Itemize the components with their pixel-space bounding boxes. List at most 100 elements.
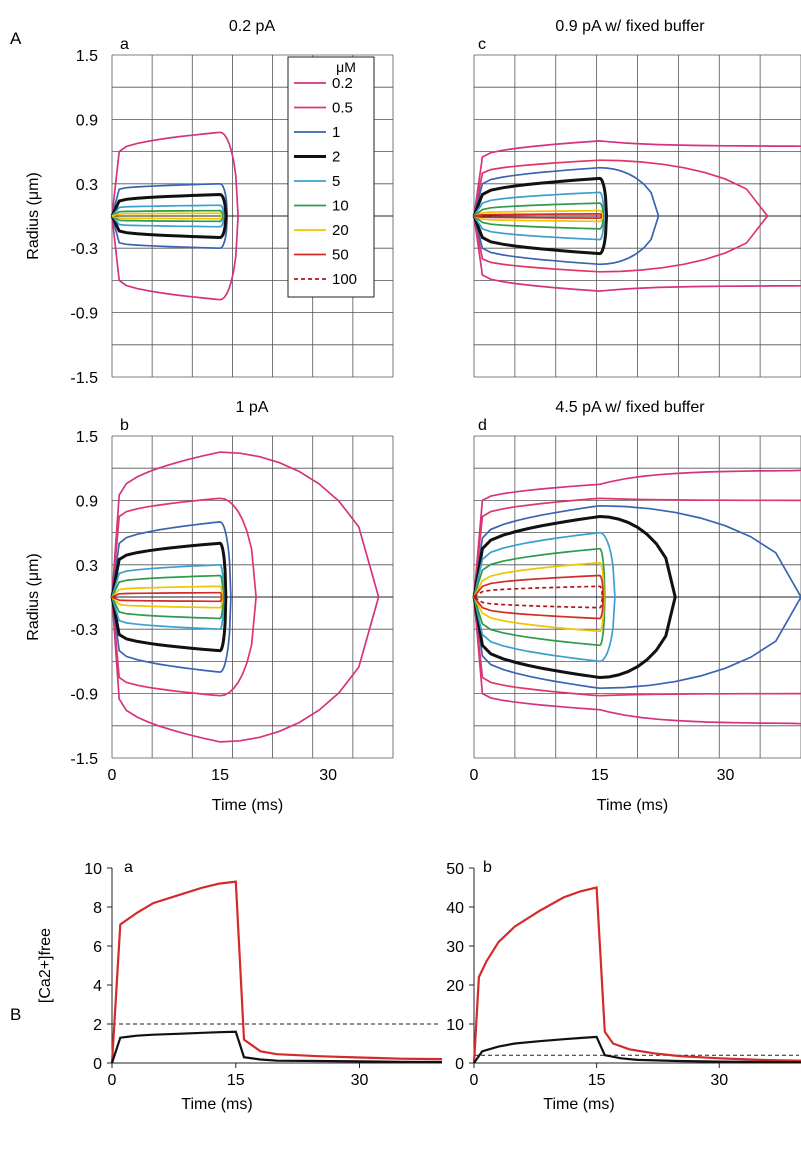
- y-tick-label: -0.9: [70, 306, 98, 323]
- panel-letter: d: [478, 417, 487, 434]
- y-tick-label: 50: [446, 861, 464, 878]
- y-tick-label: -0.3: [70, 622, 98, 639]
- contour-0_5uM: [473, 596, 801, 697]
- chart-panel-c: 0.9 pA w/ fixed buffer c: [472, 18, 801, 378]
- legend-label: 5: [332, 173, 340, 190]
- panel-title: 1 pA: [236, 399, 269, 416]
- y-tick-label: 0.9: [76, 493, 98, 510]
- x-tick-label: 0: [108, 1072, 117, 1089]
- y-tick-label: -0.9: [70, 687, 98, 704]
- x-tick-label: 0: [108, 767, 117, 784]
- x-tick-label: 0: [470, 767, 479, 784]
- contour-2uM: [110, 192, 228, 240]
- contour-0_2uM: [473, 140, 801, 217]
- contour-0_5uM: [473, 497, 801, 598]
- y-tick-label: 30: [446, 939, 464, 956]
- y-tick-label: -0.3: [70, 241, 98, 258]
- contour-1uM: [473, 504, 801, 690]
- y-tick-label: -1.5: [70, 751, 98, 768]
- contour-0_2uM: [473, 596, 801, 725]
- y-tick-label: 0.9: [76, 112, 98, 129]
- contour-50uM: [111, 591, 223, 603]
- contour-1uM: [111, 521, 232, 673]
- x-tick-label: 0: [470, 1072, 479, 1089]
- panel-A-label: A: [10, 29, 22, 48]
- contour-0_2uM: [111, 451, 380, 743]
- legend-label: 20: [332, 222, 349, 239]
- y-tick-label: 10: [84, 861, 102, 878]
- x-tick-label: 30: [351, 1072, 369, 1089]
- panel-letter: b: [483, 859, 492, 876]
- contour-50uM: [473, 213, 603, 219]
- x-tick-label: 30: [319, 767, 337, 784]
- panel-title: 0.9 pA w/ fixed buffer: [555, 18, 705, 35]
- contour-0_5uM: [473, 159, 769, 273]
- series-line-1: [110, 1030, 443, 1064]
- y-axis-label: [Ca2+]free: [37, 928, 54, 1003]
- legend-box: [287, 56, 375, 298]
- series-line-0: [110, 880, 443, 1064]
- x-tick-label: 30: [717, 767, 735, 784]
- y-tick-label: 0: [455, 1056, 464, 1073]
- x-tick-label: 15: [591, 767, 609, 784]
- legend-label: 0.5: [332, 100, 353, 117]
- x-tick-label: 15: [211, 767, 229, 784]
- contour-5uM: [473, 191, 605, 241]
- contour-2uM: [472, 176, 609, 256]
- series-line-0: [472, 886, 801, 1064]
- y-tick-label: 1.5: [76, 48, 98, 65]
- contour-5uM: [473, 531, 616, 663]
- x-axis-label: Time (ms): [597, 797, 668, 814]
- y-tick-label: 8: [93, 900, 102, 917]
- contour-2uM: [110, 541, 228, 653]
- panel-B-label: B: [10, 1005, 21, 1024]
- contour-20uM: [473, 209, 604, 223]
- series-line-1: [473, 1035, 801, 1064]
- panel-title: 4.5 pA w/ fixed buffer: [555, 399, 705, 416]
- chart-panel-B-b: b 0 10 20 30 40 50 0 15 30 Time (ms): [446, 859, 801, 1113]
- contour-1uM: [473, 166, 660, 266]
- contour-20uM: [473, 561, 605, 633]
- legend: μM0.2 0.5 1 2 5 10 20 50 100: [287, 56, 375, 298]
- x-tick-label: 15: [227, 1072, 245, 1089]
- chart-panel-b: 1 pA b 1.5 0.9 0.3 -0.3 -0.9 -1.5 Radius (μm) 0 15…: [25, 399, 394, 814]
- y-tick-label: -1.5: [70, 370, 98, 387]
- contour-0_2uM: [111, 131, 239, 301]
- x-axis-label: Time (ms): [181, 1096, 252, 1113]
- panel-letter: a: [120, 36, 129, 53]
- x-tick-label: 30: [710, 1072, 728, 1089]
- x-axis-label: Time (ms): [543, 1096, 614, 1113]
- legend-label: 100: [332, 271, 357, 288]
- contour-100uM: [473, 585, 604, 609]
- y-tick-label: 0.3: [76, 177, 98, 194]
- y-tick-label: 6: [93, 939, 102, 956]
- contour-0_2uM: [473, 469, 801, 598]
- y-tick-label: 4: [93, 978, 102, 995]
- legend-label: 50: [332, 247, 349, 264]
- panel-letter: c: [478, 36, 486, 53]
- y-tick-label: 40: [446, 900, 464, 917]
- contour-20uM: [111, 212, 223, 220]
- y-tick-label: 2: [93, 1017, 102, 1034]
- chart-panel-d: 4.5 pA w/ fixed buffer d 0 15 30 Time (ms): [470, 399, 801, 814]
- legend-label: 2: [332, 149, 340, 166]
- legend-label: 10: [332, 198, 349, 215]
- y-tick-label: 10: [446, 1017, 464, 1034]
- y-tick-label: 20: [446, 978, 464, 995]
- chart-panel-B-a: a 0 2 4 6 8 10 0 15 30 Time (ms) [Ca2+]free: [37, 859, 443, 1113]
- legend-unit: μM: [336, 59, 356, 75]
- y-axis-label: Radius (μm): [25, 553, 42, 640]
- y-tick-label: 0.3: [76, 558, 98, 575]
- legend-label: 1: [332, 124, 340, 141]
- contour-2uM: [472, 514, 677, 680]
- contour-0_2uM: [473, 215, 801, 292]
- y-axis-label: Radius (μm): [25, 172, 42, 259]
- y-tick-label: 0: [93, 1056, 102, 1073]
- contour-50uM: [473, 574, 604, 620]
- contour-5uM: [111, 204, 225, 228]
- panel-letter: a: [124, 859, 133, 876]
- y-tick-label: 1.5: [76, 429, 98, 446]
- x-axis-label: Time (ms): [212, 797, 283, 814]
- panel-title: 0.2 pA: [229, 18, 276, 35]
